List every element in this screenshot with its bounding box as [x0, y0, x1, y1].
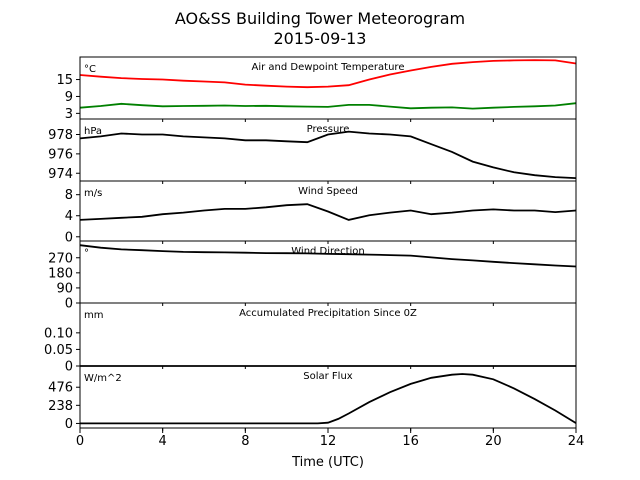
x-axis-label: Time (UTC) — [291, 455, 364, 470]
series-line-0-1 — [79, 102, 577, 110]
panel-4: 0.10 0.05 0 mm Accumulated Precipitation Sin… — [44, 302, 577, 375]
y-tick-label-0-1: 9 — [65, 90, 73, 105]
panel-5: 476 238 0 W/m^2 Solar Flux — [48, 365, 577, 432]
panel-title-1: Pressure — [307, 124, 350, 135]
panel-unit-label-5: W/m^2 — [84, 373, 122, 384]
series-line-3-0 — [79, 244, 577, 268]
panel-unit-label-3: ° — [84, 248, 89, 259]
panel-0: 15 9 3 °C Air and Dewpoint Temperature — [56, 56, 577, 122]
y-tick-label-1-2: 974 — [48, 167, 73, 182]
panel-unit-label-2: m/s — [84, 188, 102, 199]
figure-title-line1: AO&SS Building Tower Meteorogram — [175, 9, 465, 28]
x-tick-label-3: 12 — [320, 434, 337, 449]
y-tick-label-3-0: 270 — [48, 251, 73, 266]
x-axis: 0 4 8 12 16 20 24 — [76, 428, 584, 449]
x-tick-label-1: 4 — [159, 434, 167, 449]
y-tick-label-2-0: 8 — [65, 188, 73, 203]
panel-title-3: Wind Direction — [291, 246, 365, 257]
y-tick-label-1-0: 978 — [48, 128, 73, 143]
panel-unit-label-0: °C — [84, 64, 96, 75]
series-line-1-0 — [79, 130, 577, 179]
y-tick-label-1-1: 976 — [48, 147, 73, 162]
y-tick-label-5-2: 0 — [65, 417, 73, 432]
x-tick-label-4: 16 — [402, 434, 419, 449]
panel-unit-label-1: hPa — [84, 126, 102, 137]
y-tick-label-0-0: 15 — [56, 73, 73, 88]
y-tick-label-5-1: 238 — [48, 399, 73, 414]
x-tick-label-6: 24 — [568, 434, 585, 449]
figure-title-line2: 2015-09-13 — [274, 29, 367, 48]
x-tick-label-2: 8 — [241, 434, 249, 449]
y-tick-label-2-2: 0 — [65, 230, 73, 245]
y-tick-label-3-1: 180 — [48, 266, 73, 281]
panel-2: 8 4 0 m/s Wind Speed — [65, 180, 577, 245]
panel-title-5: Solar Flux — [303, 371, 353, 382]
panel-title-0: Air and Dewpoint Temperature — [252, 62, 405, 73]
y-tick-label-3-3: 0 — [65, 297, 73, 312]
series-line-5-0 — [80, 373, 577, 425]
y-tick-label-0-2: 3 — [65, 107, 73, 122]
x-tick-label-0: 0 — [76, 434, 84, 449]
panel-unit-label-4: mm — [84, 310, 103, 321]
panel-title-4: Accumulated Precipitation Since 0Z — [239, 308, 417, 319]
y-tick-label-4-1: 0.05 — [44, 343, 73, 358]
series-line-0-0 — [79, 59, 577, 89]
panels-group: 15 9 3 °C Air and Dewpoint Temperature 978 976… — [44, 56, 577, 432]
panel-title-2: Wind Speed — [298, 186, 358, 197]
y-tick-label-5-0: 476 — [48, 381, 73, 396]
x-tick-label-5: 20 — [485, 434, 502, 449]
series-line-2-0 — [79, 203, 577, 221]
y-tick-label-4-2: 0 — [65, 360, 73, 375]
y-tick-label-4-0: 0.10 — [44, 326, 73, 341]
y-tick-label-2-1: 4 — [65, 209, 73, 224]
y-tick-label-3-2: 90 — [56, 281, 73, 296]
panel-1: 978 976 974 hPa Pressure — [48, 118, 577, 184]
